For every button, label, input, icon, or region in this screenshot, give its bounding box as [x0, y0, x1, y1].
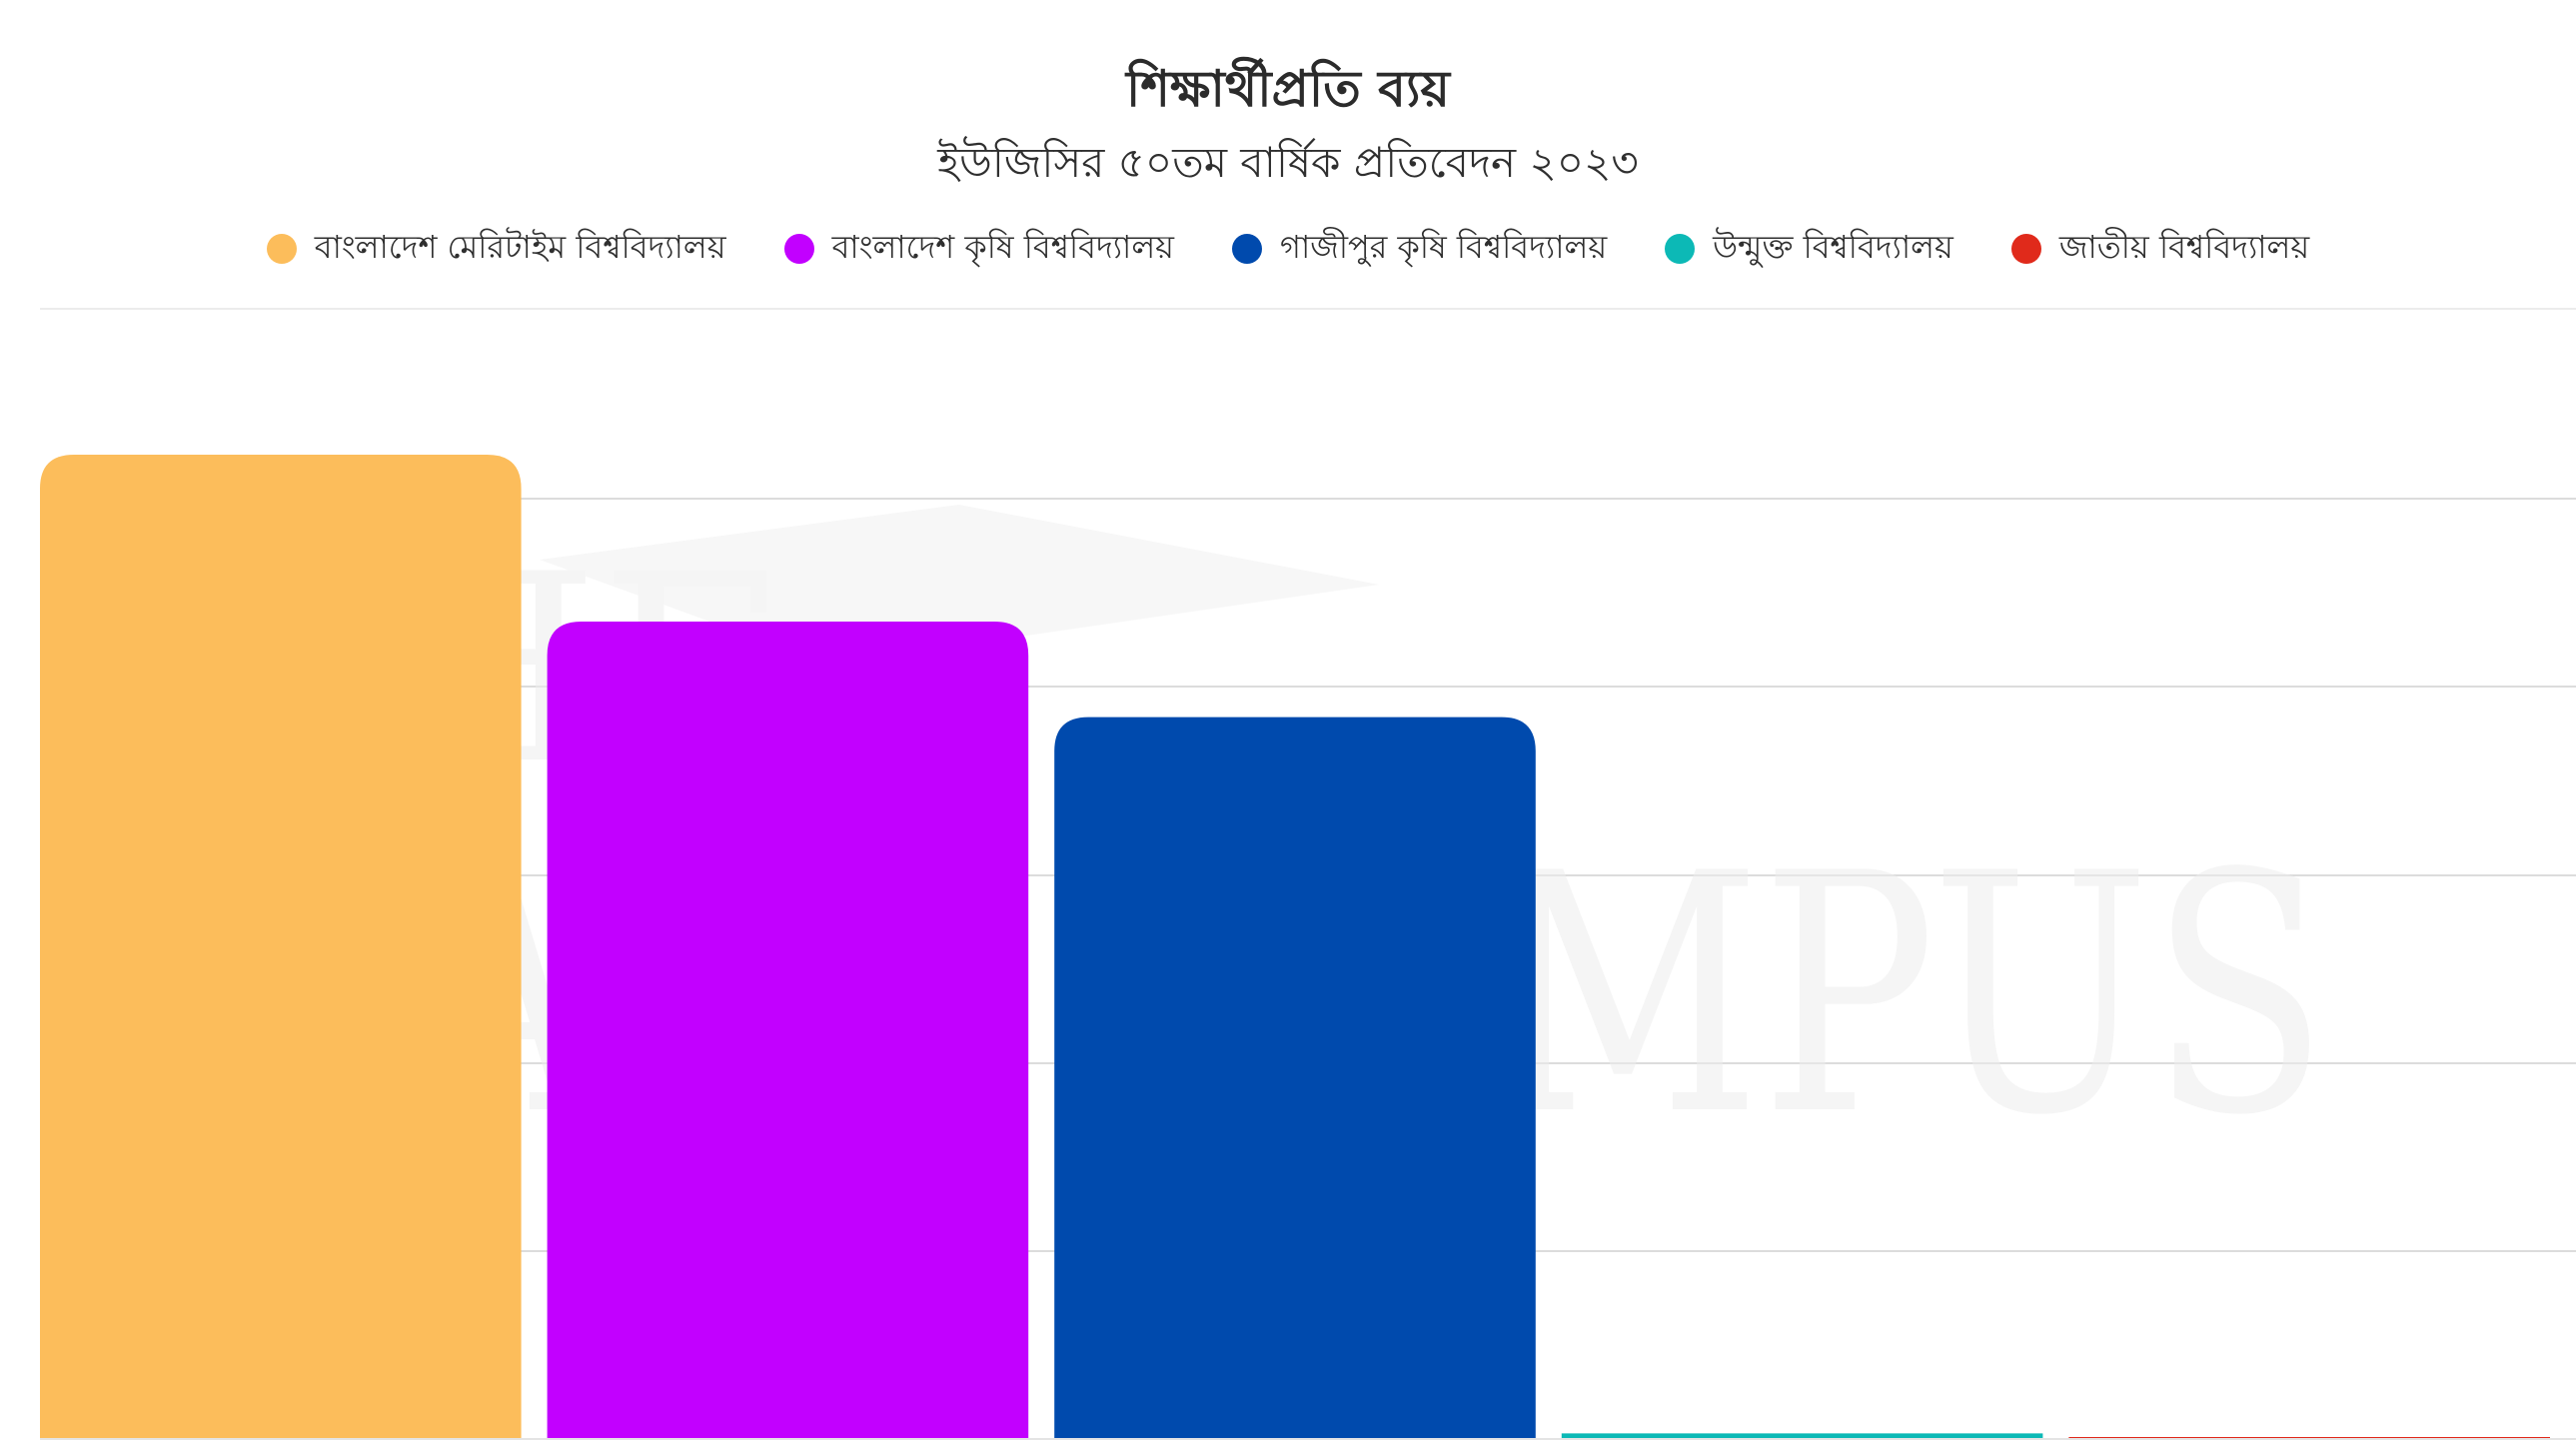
legend-item[interactable]: জাতীয় বিশ্ববিদ্যালয়: [2010, 222, 2310, 276]
chart-legend: বাংলাদেশ মেরিটাইম বিশ্ববিদ্যালয় বাংলাদেশ…: [0, 222, 2576, 276]
legend-swatch: [266, 234, 297, 264]
legend-swatch: [1232, 234, 1263, 264]
bar[interactable]: [40, 455, 522, 1439]
legend-label: বাংলাদেশ কৃষি বিশ্ববিদ্যালয়: [831, 228, 1175, 266]
legend-label: জাতীয় বিশ্ববিদ্যালয়: [2058, 228, 2310, 266]
bars: [40, 455, 2550, 1439]
watermark-cap-icon: [540, 505, 1379, 640]
chart-title: শিক্ষার্থীপ্রতি ব্যয়: [1126, 60, 1450, 118]
legend-item[interactable]: বাংলাদেশ মেরিটাইম বিশ্ববিদ্যালয়: [266, 222, 726, 276]
legend-label: বাংলাদেশ মেরিটাইম বিশ্ববিদ্যালয়: [314, 228, 726, 266]
chart-subtitle: ইউজিসির ৫০তম বার্ষিক প্রতিবেদন ২০২৩: [937, 138, 1639, 187]
bar[interactable]: [1054, 717, 1536, 1439]
legend-swatch: [783, 234, 814, 264]
bar[interactable]: [1561, 1433, 2043, 1439]
legend-swatch: [1665, 234, 1696, 264]
legend-divider: [40, 308, 2576, 310]
legend-item[interactable]: বাংলাদেশ কৃষি বিশ্ববিদ্যালয়: [783, 222, 1175, 276]
legend-item[interactable]: গাজীপুর কৃষি বিশ্ববিদ্যালয়: [1232, 222, 1607, 276]
legend-label: গাজীপুর কৃষি বিশ্ববিদ্যালয়: [1280, 228, 1608, 266]
legend-item[interactable]: উন্মুক্ত বিশ্ববিদ্যালয়: [1665, 222, 1953, 276]
legend-swatch: [2010, 234, 2041, 264]
bar[interactable]: [547, 621, 1029, 1439]
legend-label: উন্মুক্ত বিশ্ববিদ্যালয়: [1713, 228, 1953, 266]
